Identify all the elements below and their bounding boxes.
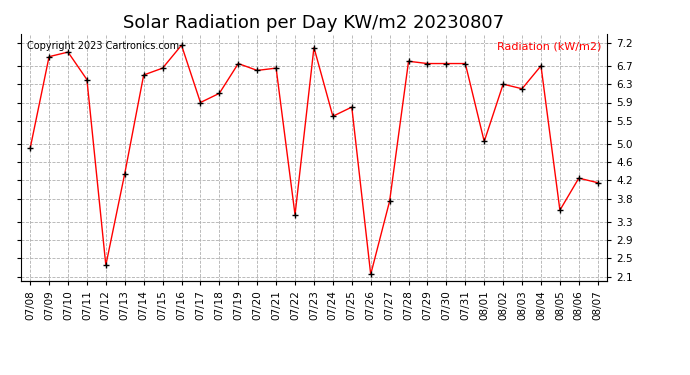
Text: Copyright 2023 Cartronics.com: Copyright 2023 Cartronics.com bbox=[26, 41, 179, 51]
Title: Solar Radiation per Day KW/m2 20230807: Solar Radiation per Day KW/m2 20230807 bbox=[124, 14, 504, 32]
Text: Radiation (kW/m2): Radiation (kW/m2) bbox=[497, 41, 602, 51]
